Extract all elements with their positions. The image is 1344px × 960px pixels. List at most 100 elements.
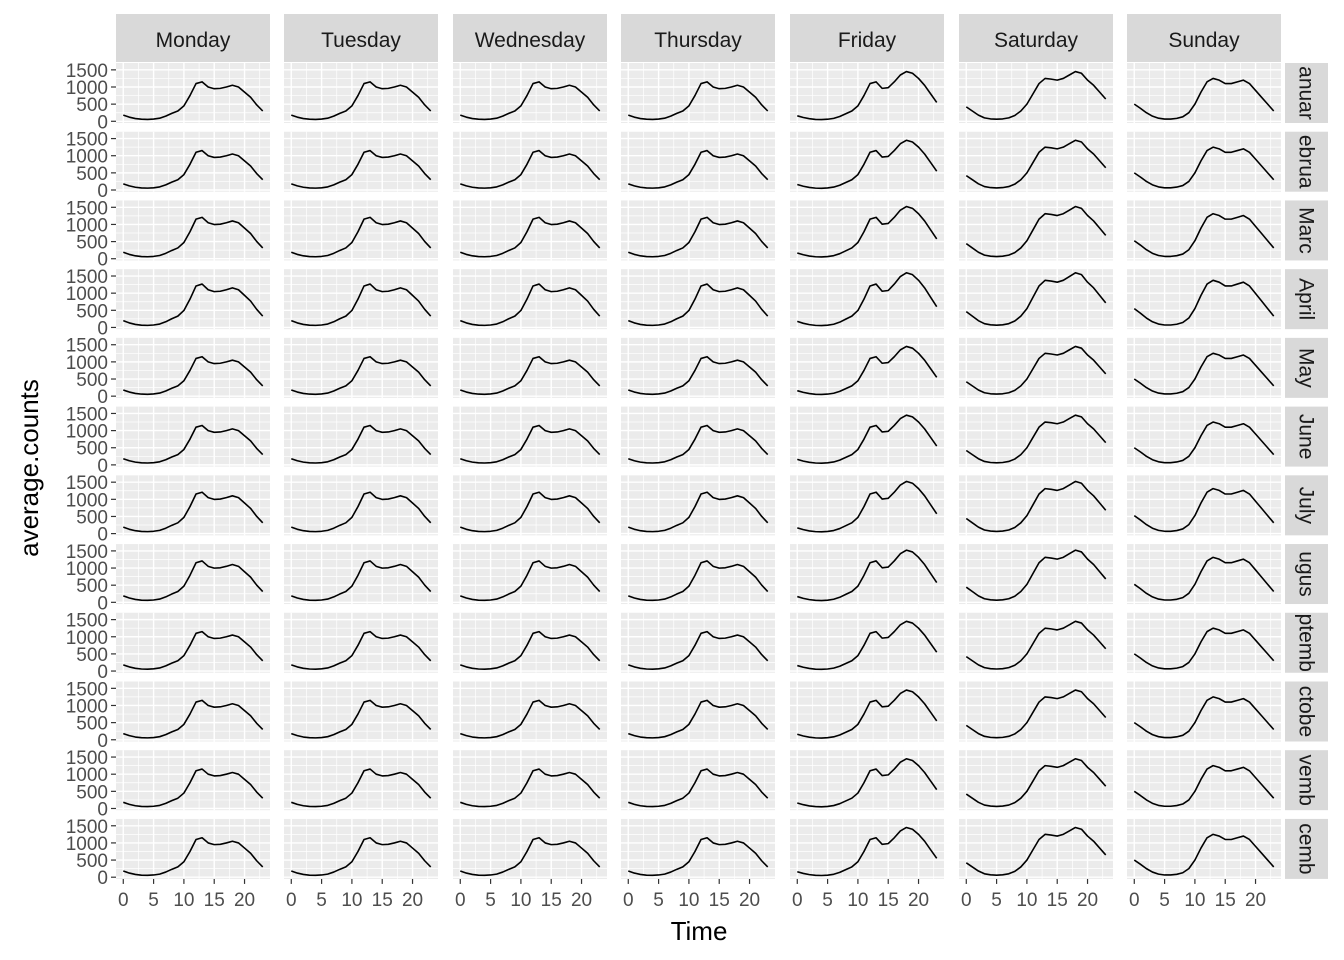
panel-october-saturday: [959, 681, 1113, 742]
y-tick-label: 1500: [66, 748, 108, 769]
panel-february-friday: [790, 131, 944, 192]
panel-august-monday: [116, 544, 270, 605]
panel-november-tuesday: [284, 750, 438, 811]
y-tick-label: 500: [76, 233, 108, 254]
panel-may-monday: [116, 337, 270, 398]
panel-background: [284, 131, 438, 192]
panel-background: [621, 269, 775, 330]
panel-background: [453, 337, 607, 398]
series-line: [123, 560, 264, 602]
series-line: [797, 757, 938, 808]
x-axis-monday: 0 5 10 15 20: [118, 878, 255, 911]
panel-background: [790, 269, 944, 330]
panel-november-friday: [790, 750, 944, 811]
panel-background: [790, 681, 944, 742]
strip-label: Saturday: [994, 29, 1079, 52]
series-line: [628, 560, 769, 602]
panel-march-tuesday: [284, 200, 438, 261]
panel-background: [116, 612, 270, 673]
series-line: [965, 549, 1107, 601]
panel-march-saturday: [959, 200, 1113, 261]
y-tick-label: 1000: [66, 422, 108, 443]
panel-background: [284, 818, 438, 879]
x-tick-label: 0: [1129, 890, 1140, 911]
panel-may-saturday: [959, 337, 1113, 398]
y-tick-label: 0: [97, 731, 108, 752]
panel-background: [453, 612, 607, 673]
strip-label: Marc: [1295, 207, 1318, 254]
y-tick-label: 0: [97, 318, 108, 339]
panel-june-sunday: [1127, 406, 1281, 467]
y-tick-label: 0: [97, 112, 108, 133]
panel-february-thursday: [621, 131, 775, 192]
panel-background: [284, 681, 438, 742]
panel-background: [790, 131, 944, 192]
panel-background: [116, 131, 270, 192]
strip-background: [1127, 14, 1281, 62]
column-strip-friday: Friday: [790, 14, 944, 62]
panel-august-friday: [790, 544, 944, 605]
y-tick-label: 500: [76, 714, 108, 735]
series-line: [123, 768, 264, 808]
x-tick-label: 0: [286, 890, 297, 911]
row-strip-august: ugus: [1285, 544, 1328, 605]
x-tick-label: 0: [118, 890, 129, 911]
y-tick-label: 500: [76, 164, 108, 185]
panel-background: [453, 818, 607, 879]
series-line: [797, 414, 938, 464]
y-tick-label: 1500: [66, 404, 108, 425]
strip-label: ptemb: [1295, 614, 1318, 672]
x-tick-label: 10: [510, 890, 531, 911]
series-line: [797, 205, 938, 258]
series-line: [797, 70, 938, 121]
series-line: [628, 149, 769, 189]
series-line: [460, 283, 601, 327]
series-line: [291, 699, 432, 739]
series-line: [965, 826, 1107, 876]
y-tick-label: 1000: [66, 147, 108, 168]
series-line: [123, 630, 264, 670]
x-tick-label: 15: [372, 890, 393, 911]
x-axis-tuesday: 0 5 10 15 20: [286, 878, 423, 911]
strip-label: ctobe: [1295, 686, 1318, 737]
x-tick-label: 20: [234, 890, 255, 911]
series-line: [628, 630, 769, 670]
series-line: [965, 620, 1107, 670]
panel-background: [453, 681, 607, 742]
panel-background: [621, 131, 775, 192]
y-tick-label: 1000: [66, 78, 108, 99]
panel-background: [284, 63, 438, 123]
panel-january-wednesday: [453, 63, 607, 123]
y-tick-label: 1500: [66, 61, 108, 82]
panel-february-saturday: [959, 131, 1113, 192]
panel-background: [959, 681, 1113, 742]
panel-background: [790, 750, 944, 811]
panel-april-friday: [790, 269, 944, 330]
y-tick-label: 1500: [66, 473, 108, 494]
panel-august-thursday: [621, 544, 775, 605]
series-line: [460, 424, 601, 464]
x-tick-label: 20: [1077, 890, 1098, 911]
y-tick-label: 1000: [66, 628, 108, 649]
strip-background: [959, 14, 1113, 62]
series-line: [628, 491, 769, 533]
y-tick-label: 0: [97, 456, 108, 477]
panel-december-monday: [116, 818, 270, 879]
x-axis-wednesday: 0 5 10 15 20: [455, 878, 592, 911]
panel-june-thursday: [621, 406, 775, 467]
series-line: [628, 699, 769, 739]
series-line: [291, 355, 432, 396]
series-line: [797, 620, 938, 671]
strip-label: Wednesday: [475, 29, 586, 52]
x-axis-sunday: 0 5 10 15 20: [1129, 878, 1266, 911]
panel-december-sunday: [1127, 818, 1281, 879]
x-tick-label: 10: [847, 890, 868, 911]
x-tick-label: 15: [1215, 890, 1236, 911]
y-tick-label: 500: [76, 645, 108, 666]
y-tick-label: 500: [76, 95, 108, 116]
